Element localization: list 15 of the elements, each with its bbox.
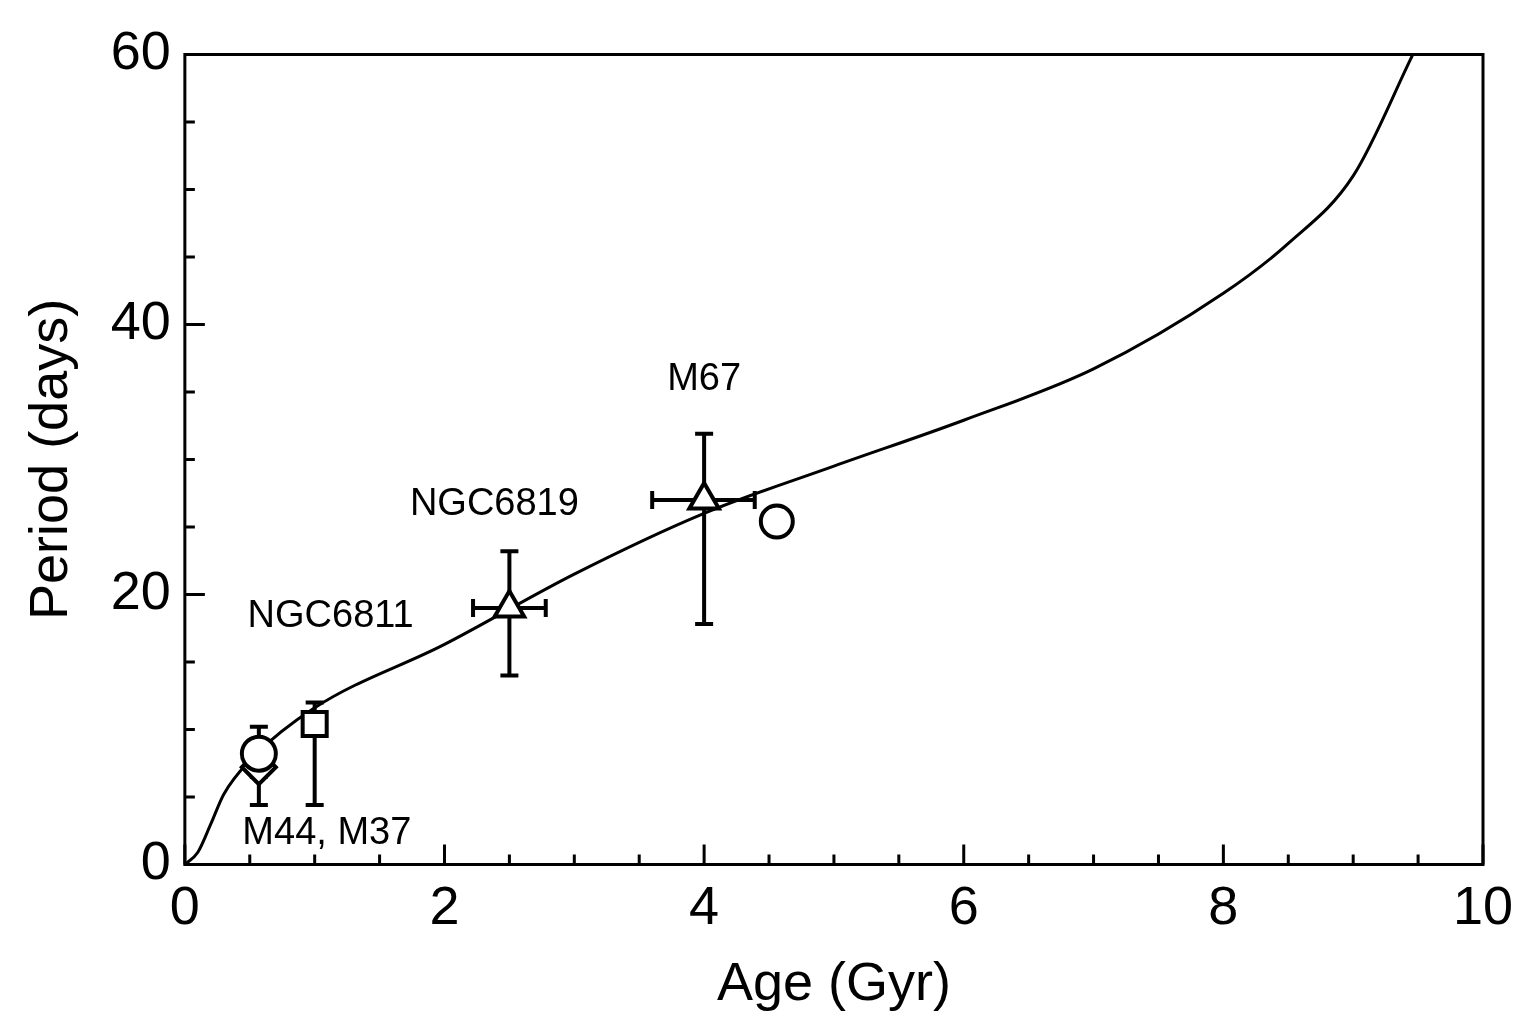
x-tick-label: 6 — [948, 874, 979, 935]
y-axis-title: Period (days) — [18, 298, 79, 620]
y-tick-label: 20 — [110, 560, 171, 621]
annotation: NGC6811 — [247, 593, 414, 636]
y-tick-label: 60 — [110, 20, 171, 81]
annotation: M67 — [667, 356, 742, 399]
x-tick-label: 4 — [689, 874, 720, 935]
y-tick-label: 0 — [140, 830, 171, 891]
y-tick-label: 40 — [110, 290, 171, 351]
annotation: M44, M37 — [242, 810, 412, 853]
x-tick-label: 10 — [1452, 874, 1514, 935]
x-axis-title: Age (Gyr) — [716, 951, 951, 1012]
annotation: NGC6819 — [409, 481, 579, 524]
x-tick-label: 8 — [1208, 874, 1239, 935]
x-tick-label: 2 — [429, 874, 460, 935]
